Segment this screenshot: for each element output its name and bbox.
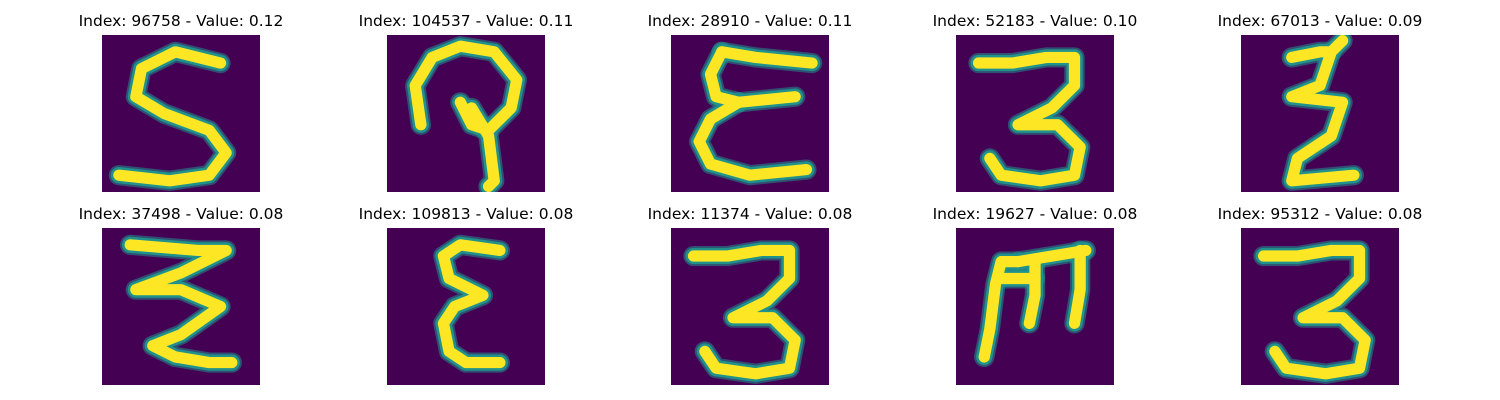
glyph-stroke xyxy=(1257,244,1371,380)
glyph-stroke xyxy=(1068,244,1086,329)
image-panel: Index: 96758 - Value: 0.12 xyxy=(0,0,1500,192)
digit-glyph-curly-E xyxy=(671,35,829,192)
glyph-stroke xyxy=(704,46,745,108)
image-panel: Index: 104537 - Value: 0.11 xyxy=(0,0,1500,192)
glyph-stroke xyxy=(972,51,1086,187)
digit-image xyxy=(1241,35,1399,192)
glyph-stroke xyxy=(978,256,1024,363)
panel-title: Index: 109813 - Value: 0.08 xyxy=(358,205,574,223)
panel-title: Index: 96758 - Value: 0.12 xyxy=(78,12,284,30)
panel-title: Index: 52183 - Value: 0.10 xyxy=(932,12,1138,30)
panel-title: Index: 28910 - Value: 0.11 xyxy=(647,12,853,30)
image-panel: Index: 28910 - Value: 0.11 xyxy=(0,0,1500,192)
panel-title: Index: 67013 - Value: 0.09 xyxy=(1217,12,1423,30)
glyph-stroke xyxy=(466,102,500,192)
digit-image xyxy=(671,35,829,192)
digit-glyph-digit-3 xyxy=(956,35,1114,192)
digit-image xyxy=(387,228,545,385)
panel-title: Index: 19627 - Value: 0.08 xyxy=(932,205,1138,223)
glyph-stroke xyxy=(113,46,232,187)
digit-image xyxy=(671,228,829,385)
digit-glyph-rotated-E xyxy=(956,228,1114,385)
image-panel: Index: 11374 - Value: 0.08 xyxy=(0,193,1500,385)
digit-image xyxy=(387,35,545,192)
digit-image xyxy=(102,35,260,192)
image-panel: Index: 67013 - Value: 0.09 xyxy=(0,0,1500,192)
image-panel: Index: 19627 - Value: 0.08 xyxy=(0,193,1500,385)
digit-glyph-zigzag xyxy=(102,228,260,385)
glyph-stroke xyxy=(1286,46,1360,187)
digit-glyph-digit-5 xyxy=(102,35,260,192)
digit-glyph-digit-3 xyxy=(1241,228,1399,385)
digit-image xyxy=(956,228,1114,385)
panel-title: Index: 104537 - Value: 0.11 xyxy=(358,12,574,30)
glyph-stroke xyxy=(124,239,238,369)
glyph-stroke xyxy=(733,91,801,108)
glyph-stroke xyxy=(687,244,801,380)
panel-title: Index: 11374 - Value: 0.08 xyxy=(647,205,853,223)
glyph-stroke xyxy=(437,239,506,369)
digit-glyph-loop xyxy=(387,35,545,192)
panel-title: Index: 95312 - Value: 0.08 xyxy=(1217,205,1423,223)
glyph-stroke xyxy=(693,96,813,181)
image-panel: Index: 37498 - Value: 0.08 xyxy=(0,193,1500,385)
panel-title: Index: 37498 - Value: 0.08 xyxy=(78,205,284,223)
digit-image xyxy=(956,35,1114,192)
digit-glyph-zigzag-E xyxy=(1241,35,1399,192)
digit-image xyxy=(1241,228,1399,385)
glyph-stroke xyxy=(716,46,818,69)
digit-image xyxy=(102,228,260,385)
digit-glyph-digit-3 xyxy=(671,228,829,385)
image-panel: Index: 95312 - Value: 0.08 xyxy=(0,193,1500,385)
image-panel: Index: 109813 - Value: 0.08 xyxy=(0,193,1500,385)
image-panel: Index: 52183 - Value: 0.10 xyxy=(0,0,1500,192)
digit-glyph-epsilon xyxy=(387,228,545,385)
